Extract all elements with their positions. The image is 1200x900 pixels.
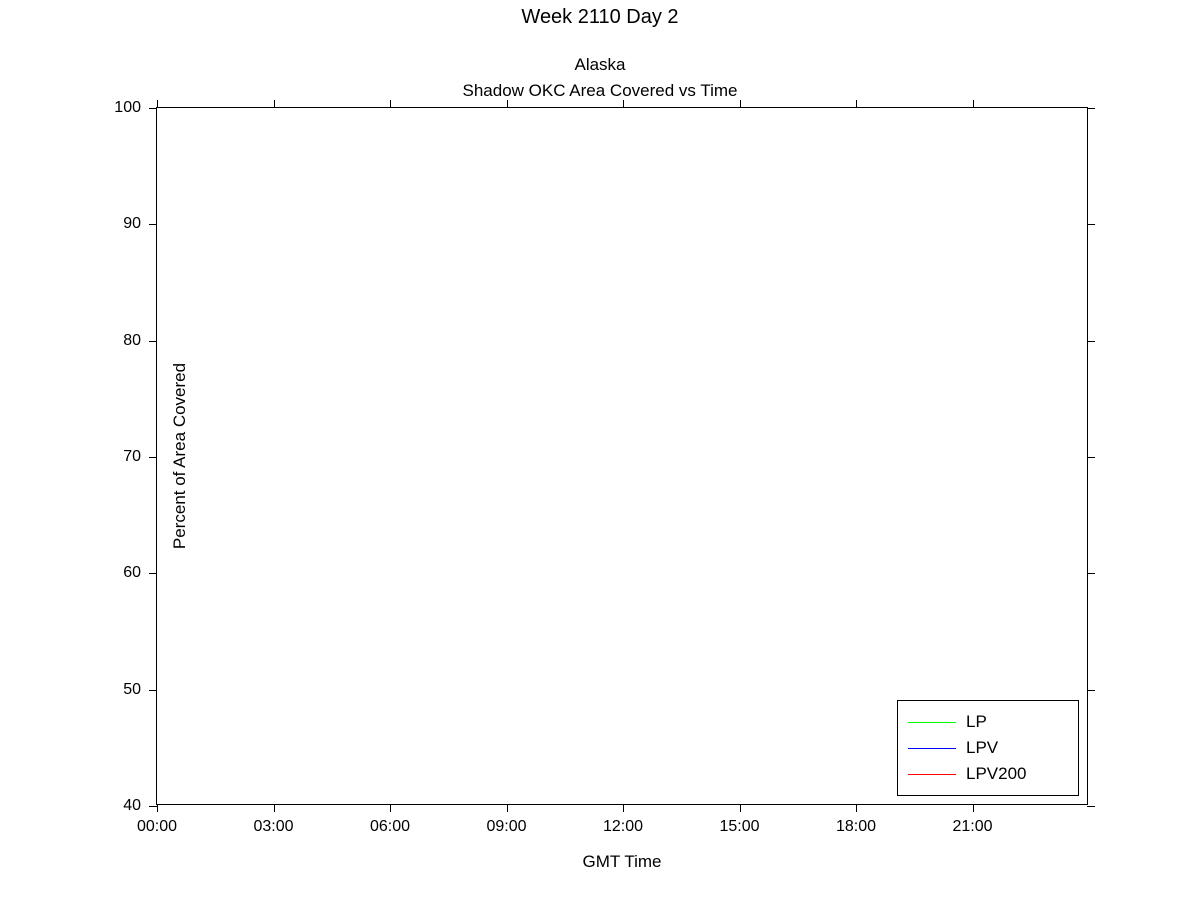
y-tick-right-40 bbox=[1087, 806, 1095, 807]
x-tick-1500 bbox=[740, 804, 741, 812]
y-tick-label-90: 90 bbox=[123, 215, 141, 233]
x-tick-label-0900: 09:00 bbox=[486, 818, 526, 836]
y-tick-60 bbox=[149, 573, 157, 574]
x-axis-label: GMT Time bbox=[582, 852, 661, 872]
y-tick-100 bbox=[149, 108, 157, 109]
x-tick-top-1200 bbox=[623, 100, 624, 108]
y-tick-right-60 bbox=[1087, 573, 1095, 574]
y-tick-right-50 bbox=[1087, 690, 1095, 691]
y-tick-label-80: 80 bbox=[123, 332, 141, 350]
y-tick-right-70 bbox=[1087, 457, 1095, 458]
x-tick-top-1500 bbox=[740, 100, 741, 108]
legend-line-lpv200 bbox=[908, 774, 956, 775]
legend-entry-lpv200: LPV200 bbox=[908, 761, 1068, 787]
x-tick-label-1200: 12:00 bbox=[603, 818, 643, 836]
legend-label-lpv200: LPV200 bbox=[966, 764, 1027, 784]
chart-subtitle-block: Alaska Shadow OKC Area Covered vs Time bbox=[0, 52, 1200, 104]
x-tick-label-1800: 18:00 bbox=[836, 818, 876, 836]
y-tick-label-40: 40 bbox=[123, 797, 141, 815]
x-tick-1800 bbox=[856, 804, 857, 812]
y-tick-label-60: 60 bbox=[123, 564, 141, 582]
x-tick-label-0600: 06:00 bbox=[370, 818, 410, 836]
legend-line-lpv bbox=[908, 748, 956, 749]
x-tick-0000 bbox=[157, 804, 158, 812]
y-tick-label-50: 50 bbox=[123, 681, 141, 699]
y-axis-label: Percent of Area Covered bbox=[170, 363, 190, 549]
x-tick-top-0300 bbox=[274, 100, 275, 108]
x-tick-2100 bbox=[973, 804, 974, 812]
y-tick-80 bbox=[149, 341, 157, 342]
x-tick-label-1500: 15:00 bbox=[719, 818, 759, 836]
legend-label-lp: LP bbox=[966, 712, 987, 732]
legend-line-lp bbox=[908, 722, 956, 723]
x-tick-top-2100 bbox=[973, 100, 974, 108]
x-tick-top-0000 bbox=[157, 100, 158, 108]
x-tick-0900 bbox=[507, 804, 508, 812]
chart-subtitle-label: Shadow OKC Area Covered vs Time bbox=[0, 78, 1200, 104]
x-tick-top-1800 bbox=[856, 100, 857, 108]
y-tick-right-100 bbox=[1087, 108, 1095, 109]
chart-figure: Week 2110 Day 2 Alaska Shadow OKC Area C… bbox=[0, 0, 1200, 900]
y-tick-50 bbox=[149, 690, 157, 691]
y-tick-90 bbox=[149, 224, 157, 225]
x-tick-label-0300: 03:00 bbox=[253, 818, 293, 836]
y-tick-right-90 bbox=[1087, 224, 1095, 225]
y-tick-40 bbox=[149, 806, 157, 807]
y-tick-70 bbox=[149, 457, 157, 458]
legend-entry-lp: LP bbox=[908, 709, 1068, 735]
x-tick-top-0900 bbox=[507, 100, 508, 108]
chart-week-title: Week 2110 Day 2 bbox=[0, 6, 1200, 29]
x-tick-1200 bbox=[623, 804, 624, 812]
legend-entry-lpv: LPV bbox=[908, 735, 1068, 761]
x-tick-0600 bbox=[390, 804, 391, 812]
x-tick-label-2100: 21:00 bbox=[952, 818, 992, 836]
legend-label-lpv: LPV bbox=[966, 738, 998, 758]
y-tick-label-100: 100 bbox=[114, 99, 141, 117]
chart-legend: LP LPV LPV200 bbox=[897, 700, 1079, 796]
x-tick-top-0600 bbox=[390, 100, 391, 108]
x-tick-label-0000: 00:00 bbox=[137, 818, 177, 836]
plot-area: Percent of Area Covered GMT Time 100 90 … bbox=[156, 107, 1088, 805]
y-tick-right-80 bbox=[1087, 341, 1095, 342]
x-tick-0300 bbox=[274, 804, 275, 812]
y-tick-label-70: 70 bbox=[123, 448, 141, 466]
chart-location-label: Alaska bbox=[0, 52, 1200, 78]
